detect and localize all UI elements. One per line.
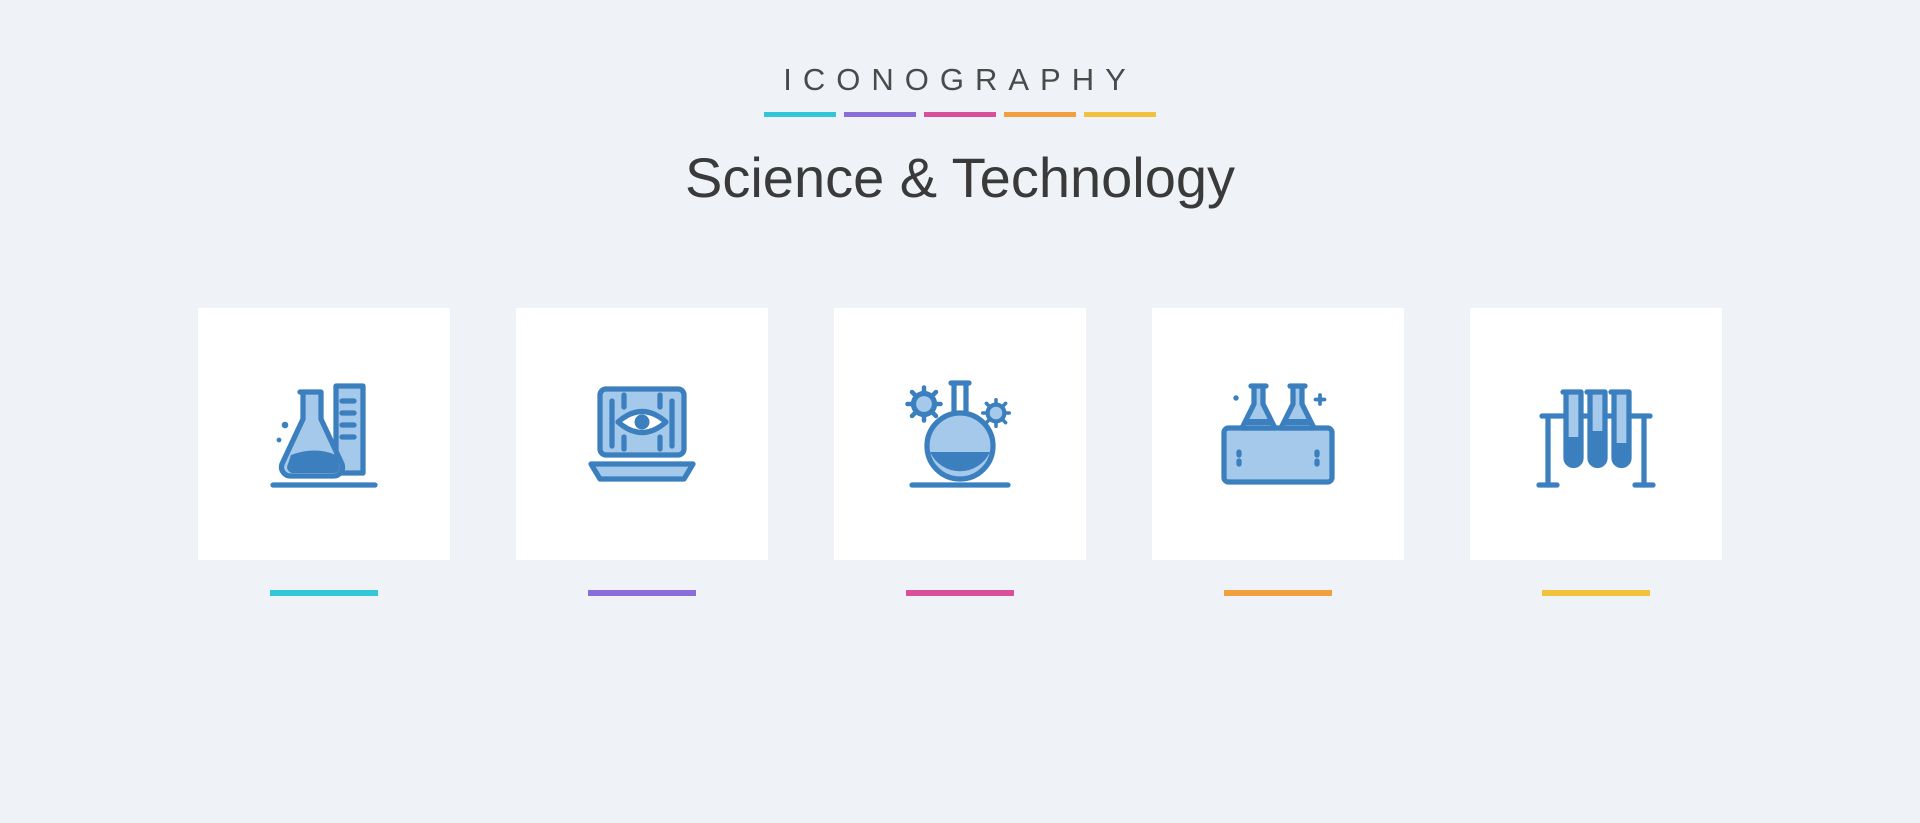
icon-tile [1470,308,1722,560]
pack-title: Science & Technology [685,145,1235,210]
icon-tile [1152,308,1404,560]
stripe-2 [844,112,916,117]
tile-underline [270,590,378,596]
stripe-5 [1084,112,1156,117]
tile-underline [1542,590,1650,596]
icon-tile [198,308,450,560]
test-tube-rack-icon [1521,359,1671,509]
stripe-4 [1004,112,1076,117]
stripe-3 [924,112,996,117]
lab-flask-graduated-icon [249,359,399,509]
stripe-1 [764,112,836,117]
flasks-box-icon [1203,359,1353,509]
header: ICONOGRAPHY Science & Technology [685,62,1235,210]
flask-gears-icon [885,359,1035,509]
tile-underline [1224,590,1332,596]
tile-underline [906,590,1014,596]
icon-tile [834,308,1086,560]
icon-row [198,308,1722,560]
brand-wordmark: ICONOGRAPHY [685,62,1235,98]
icon-tile [516,308,768,560]
tile-underline [588,590,696,596]
laptop-eye-icon [567,359,717,509]
brand-stripes [685,112,1235,117]
